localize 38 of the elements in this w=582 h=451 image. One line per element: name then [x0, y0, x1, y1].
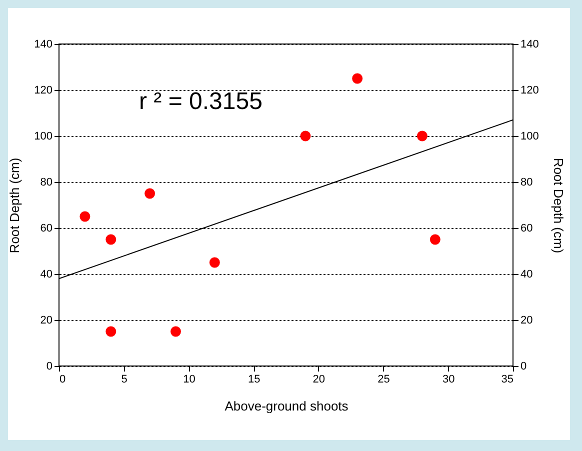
y2-tick-label: 140	[520, 38, 539, 50]
point	[80, 211, 90, 222]
y2-tick-label: 20	[520, 314, 533, 326]
point	[170, 326, 181, 337]
y2-tick-label: 0	[520, 360, 527, 372]
y-tick-label: 0	[46, 360, 52, 372]
x-axis-title: Above-ground shoots	[224, 398, 349, 414]
y2-axis-title: Root Depth (cm)	[550, 158, 566, 254]
point	[106, 326, 116, 337]
y-tick-label: 140	[34, 38, 52, 50]
y2-tick-label: 60	[520, 222, 533, 234]
x-tick-label: 30	[442, 374, 455, 386]
y2-tick-label: 120	[520, 84, 539, 96]
y-tick-label: 120	[34, 84, 52, 96]
y-tick-label: 80	[40, 176, 52, 188]
x-tick-label: 10	[183, 374, 196, 386]
point	[106, 234, 116, 245]
y2-tick-label: 100	[520, 130, 539, 142]
y-tick-label: 40	[40, 268, 52, 280]
y2-tick-label: 80	[520, 176, 533, 188]
point	[144, 188, 156, 199]
y-tick-label: 20	[40, 314, 52, 326]
x-tick-label: 0	[60, 374, 66, 386]
x-tick-label: 20	[312, 374, 326, 386]
x-tick-label: 35	[501, 374, 514, 386]
y-axis-title: Root Depth (cm)	[7, 158, 22, 254]
point	[209, 257, 220, 268]
y-tick-label: 100	[34, 130, 52, 142]
point	[352, 73, 363, 84]
y-tick-label: 60	[40, 222, 52, 234]
point	[430, 234, 440, 245]
x-tick-label: 15	[248, 374, 260, 386]
x-tick-label: 25	[378, 374, 390, 386]
y2-tick-label: 40	[520, 268, 533, 280]
point	[416, 130, 428, 142]
annotation: r ² = 0.3155	[139, 88, 262, 115]
point	[300, 130, 311, 142]
x-tick-label: 5	[121, 374, 128, 386]
